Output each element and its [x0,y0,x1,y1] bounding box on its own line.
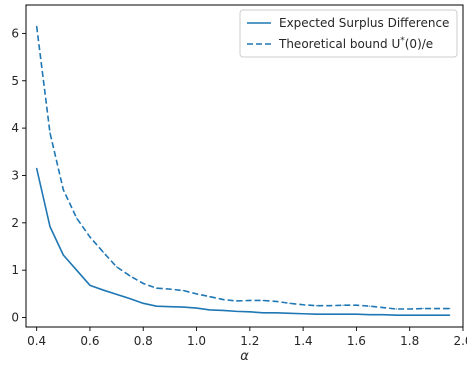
data-point [222,298,224,301]
data-point [369,314,371,316]
legend: Expected Surplus Difference Theoretical … [239,9,458,58]
data-point [76,217,78,219]
data-point [209,296,211,298]
y-axis-ticks: 0 1 2 3 4 5 6 [11,26,26,325]
data-point [409,308,411,310]
data-point [155,287,158,289]
data-point [422,307,424,310]
y-tick-label: 3 [11,168,19,182]
data-point [262,312,264,314]
data-point [315,305,318,307]
data-point [129,297,131,300]
data-point [195,293,198,295]
x-tick-label: 1.6 [347,334,366,348]
y-tick-label: 4 [11,121,19,135]
plot-area [35,25,451,316]
data-point [302,313,304,315]
data-point [355,313,358,315]
data-point [342,313,344,315]
data-point [62,254,64,256]
data-point [115,293,118,295]
x-tick-label: 0.6 [80,334,99,348]
legend-label-tail: (0)/e [405,37,433,51]
data-point [342,304,344,306]
x-tick-label: 1.0 [187,334,206,348]
y-tick-label: 0 [11,311,19,325]
data-point [115,266,118,268]
data-point [102,251,104,253]
legend-label-main: Theoretical bound U [278,37,400,51]
x-tick-label: 0.4 [27,334,46,348]
data-point [302,304,304,306]
x-tick-label: 1.4 [294,334,313,348]
data-point [222,309,224,312]
x-tick-label: 0.8 [134,334,153,348]
data-point [129,275,131,277]
data-point [249,311,251,313]
data-point [36,25,38,27]
legend-label-sup: * [400,36,405,46]
legend-label-expected-surplus: Expected Surplus Difference [279,16,449,30]
series-line-theoretical-bound [35,26,450,310]
data-point [409,314,411,316]
data-point [422,314,424,316]
data-point [382,306,384,309]
data-point [249,299,251,302]
data-point [289,302,291,304]
data-point [89,284,91,286]
data-point [315,313,318,315]
data-point [235,310,238,312]
data-point [182,289,184,292]
data-point [62,189,64,191]
data-point [209,309,211,311]
data-point [355,304,358,306]
x-axis-ticks: 0.4 0.6 0.8 1.0 1.2 1.4 1.6 1.8 2.0 [27,327,467,348]
data-point [289,312,291,314]
legend-label-theoretical-bound: Theoretical bound U*(0)/e [278,36,433,51]
data-point [195,307,198,309]
data-point [49,226,51,228]
y-tick-label: 2 [11,216,19,230]
data-point [49,132,51,134]
data-point [36,167,38,169]
data-point [435,307,437,310]
data-point [449,307,451,310]
data-point [262,299,264,302]
data-point [89,236,91,238]
data-point [155,305,158,307]
data-point [76,269,78,271]
data-point [275,312,278,314]
data-point [329,313,331,315]
y-tick-label: 5 [11,74,19,88]
data-point [382,314,384,316]
data-point [395,308,397,310]
data-point [182,306,184,308]
x-axis-label: α [240,349,249,364]
data-point [169,306,171,308]
y-tick-label: 6 [11,26,19,40]
axes-frame [25,4,464,328]
data-point [329,305,331,307]
data-point [169,288,171,290]
x-tick-label: 1.2 [240,334,259,348]
y-tick-label: 1 [11,263,19,277]
data-point [142,282,144,285]
x-tick-label: 2.0 [453,334,467,348]
series-line-expected-surplus [35,168,450,316]
legend-box [239,9,458,58]
data-point [435,314,437,316]
data-point [449,314,451,316]
data-point [275,300,278,303]
data-point [142,302,144,304]
data-point [235,300,238,302]
data-point [369,305,371,307]
data-point [395,314,397,316]
data-point [102,289,104,291]
x-tick-label: 1.8 [400,334,419,348]
